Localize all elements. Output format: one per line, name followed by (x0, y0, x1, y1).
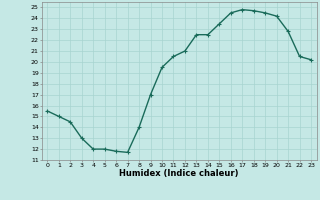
X-axis label: Humidex (Indice chaleur): Humidex (Indice chaleur) (119, 169, 239, 178)
